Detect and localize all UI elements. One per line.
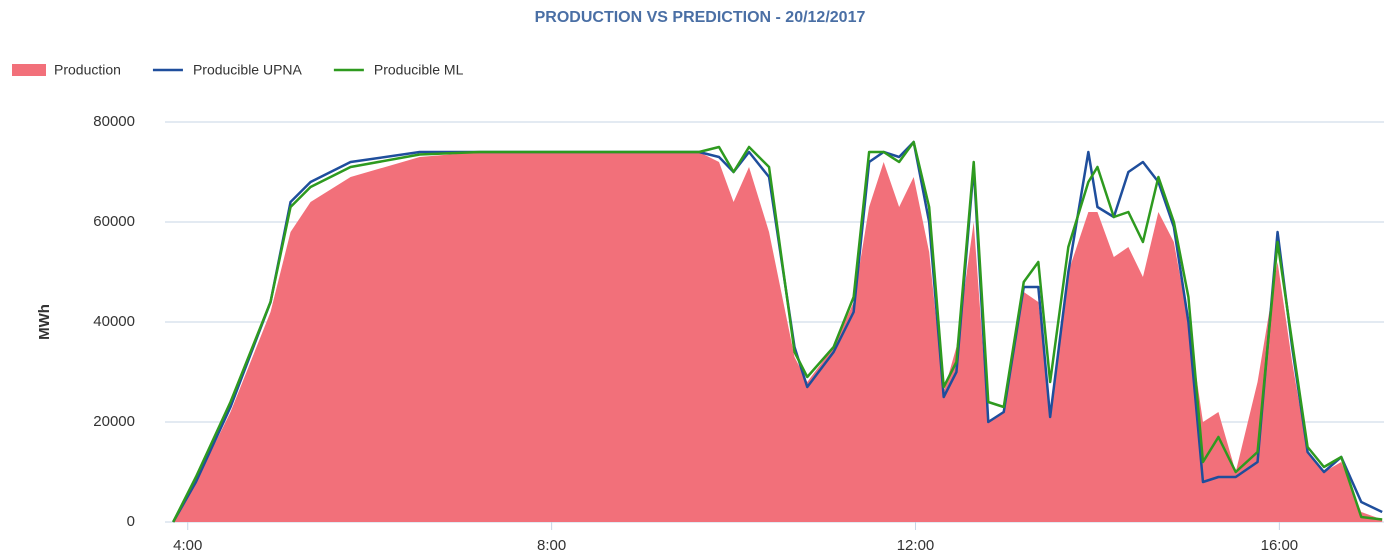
x-tick-label: 12:00 — [897, 537, 935, 554]
y-tick-label: 80000 — [93, 113, 135, 130]
series-line — [172, 140, 1383, 523]
chart-title: PRODUCTION VS PREDICTION - 20/12/2017 — [535, 9, 866, 26]
y-tick-label: 0 — [127, 513, 135, 530]
y-tick-label: 20000 — [93, 413, 135, 430]
legend-label: Producible UPNA — [193, 62, 303, 78]
x-tick-label: 4:00 — [173, 537, 202, 554]
x-tick-label: 16:00 — [1261, 537, 1299, 554]
legend-label: Production — [54, 62, 121, 78]
y-tick-label: 40000 — [93, 313, 135, 330]
y-axis-label: MWh — [36, 304, 53, 340]
x-tick-label: 8:00 — [537, 537, 566, 554]
y-tick-label: 60000 — [93, 213, 135, 230]
legend-swatch — [12, 64, 46, 76]
production-area — [173, 152, 1383, 522]
legend-label: Producible ML — [374, 62, 464, 78]
